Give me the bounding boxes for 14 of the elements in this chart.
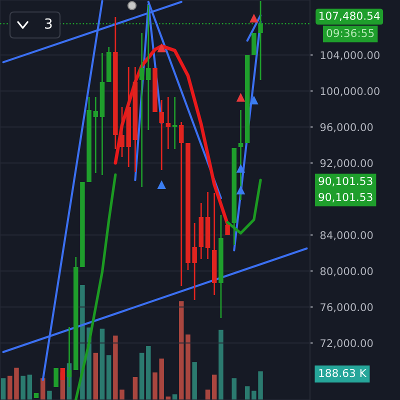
text: 90,101.53 (318, 192, 372, 202)
y-tick-label: 76,000.00 (320, 303, 373, 312)
text: 09:36:55 (326, 28, 374, 38)
y-tick-label: 84,000.00 (320, 231, 373, 240)
y-tick-label: 72,000.00 (320, 339, 373, 348)
y-tick-label: 96,000.00 (320, 123, 373, 132)
annotation: 3 (45, 18, 52, 29)
ref-line-label: 107,480.54 (320, 12, 380, 21)
y-tick-label: 80,000.00 (320, 267, 373, 276)
text: 90,101.53 (318, 176, 372, 186)
text: 188.63 K (319, 368, 367, 378)
y-tick-label: 92,000.00 (320, 159, 373, 168)
y-tick-label: 100,000.00 (320, 87, 380, 96)
y-tick-label: 104,000.00 (320, 51, 380, 60)
